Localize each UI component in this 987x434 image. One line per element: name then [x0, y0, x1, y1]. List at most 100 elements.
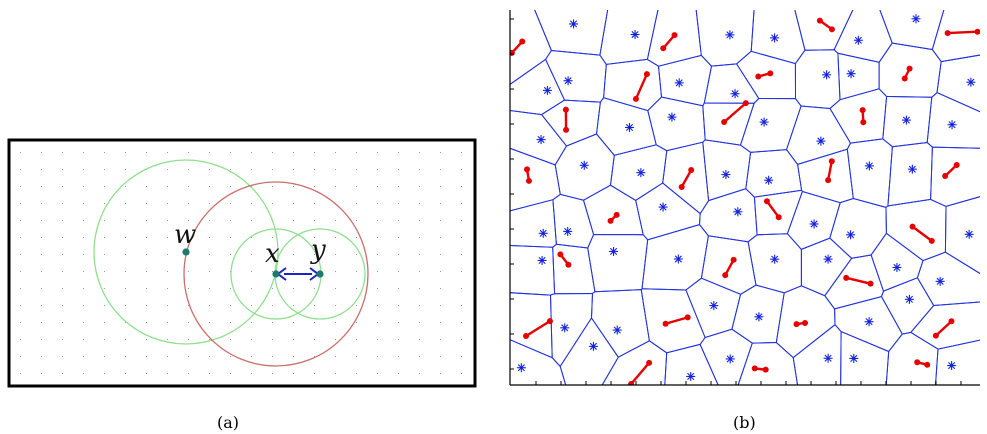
grid-dot [167, 288, 168, 289]
star-stroke [908, 165, 916, 173]
star-site [560, 323, 570, 333]
star-stroke [613, 326, 621, 334]
star-site [947, 361, 957, 371]
grid-dot [104, 152, 105, 153]
grid-dot [335, 220, 336, 221]
panel-a-diagram: w x y [7, 138, 477, 388]
grid-dot [293, 152, 294, 153]
voronoi-cell [700, 235, 757, 295]
star-stroke [865, 162, 873, 170]
grid-dot [419, 288, 420, 289]
grid-dot [461, 237, 462, 238]
segment-endpoint [828, 26, 835, 33]
segment-endpoint [860, 119, 867, 126]
segment-site [755, 70, 774, 80]
green-circle-w [93, 159, 279, 345]
grid-dot [230, 203, 231, 204]
grid-dot [314, 152, 315, 153]
grid-dot [335, 322, 336, 323]
segment-endpoint [953, 161, 960, 168]
grid-dot [62, 169, 63, 170]
grid-dot [251, 356, 252, 357]
star-site [816, 136, 826, 146]
grid-dot [293, 339, 294, 340]
grid-dot [62, 356, 63, 357]
grid-dot [251, 373, 252, 374]
grid-dot [356, 356, 357, 357]
panel-a-frame [7, 138, 477, 388]
voronoi-cell [664, 343, 719, 385]
grid-dot [125, 152, 126, 153]
segment-line [947, 30, 978, 35]
segment-endpoint [525, 177, 532, 184]
grid-dot [20, 220, 21, 221]
grid-dot [440, 288, 441, 289]
grid-dot [41, 220, 42, 221]
voronoi-cell [739, 97, 802, 153]
grid-dot [188, 169, 189, 170]
arrow-x-y [276, 267, 320, 281]
grid-dot [356, 220, 357, 221]
voronoi-cell [737, 341, 799, 385]
star-site [569, 19, 579, 29]
star-stroke [965, 230, 973, 238]
grid-dot [167, 254, 168, 255]
grid-dot [356, 271, 357, 272]
voronoi-cell [916, 251, 980, 307]
caption-a: (a) [217, 413, 239, 432]
star-site [721, 170, 731, 180]
grid-dot [461, 152, 462, 153]
voronoi-cell [510, 339, 567, 385]
grid-dot [83, 339, 84, 340]
grid-dot [314, 322, 315, 323]
voronoi-cell [800, 237, 853, 297]
grid-dot [230, 237, 231, 238]
grid-dot [377, 305, 378, 306]
grid-dot [335, 288, 336, 289]
star-stroke [564, 227, 572, 235]
voronoi-cell [549, 292, 594, 368]
grid-dot [230, 373, 231, 374]
segment-endpoint [802, 319, 809, 326]
segment-site [510, 38, 526, 56]
grid-dot [20, 237, 21, 238]
grid-dot [62, 288, 63, 289]
voronoi-cell [880, 277, 935, 335]
grid-dot [335, 339, 336, 340]
segment-site [944, 28, 980, 37]
grid-dot [314, 220, 315, 221]
grid-dot [377, 152, 378, 153]
star-stroke [865, 318, 873, 326]
star-site [901, 115, 911, 125]
grid-dot [440, 254, 441, 255]
grid-dot [314, 288, 315, 289]
grid-dot [272, 254, 273, 255]
grid-dot [398, 237, 399, 238]
grid-dot [398, 271, 399, 272]
grid-dot [251, 169, 252, 170]
grid-dot [41, 152, 42, 153]
segment-endpoint [662, 320, 669, 327]
star-stroke [539, 229, 547, 237]
voronoi-cell [797, 148, 854, 204]
grid-dot [167, 186, 168, 187]
grid-dots [20, 152, 462, 374]
grid-dot [272, 373, 273, 374]
grid-dot [440, 339, 441, 340]
star-stroke [564, 77, 572, 85]
star-stroke [847, 231, 855, 239]
grid-dot [146, 271, 147, 272]
voronoi-cell [552, 193, 595, 249]
voronoi-cell [944, 196, 980, 275]
grid-dot [377, 356, 378, 357]
grid-dot [398, 186, 399, 187]
voronoi-cell [545, 49, 607, 103]
star-stroke [609, 247, 618, 256]
star-stroke [948, 121, 956, 129]
star-stroke [824, 255, 832, 263]
grid-dot [419, 305, 420, 306]
voronoi-cell [794, 49, 841, 110]
grid-dot [461, 339, 462, 340]
caption-b: (b) [733, 413, 756, 432]
star-stroke [668, 113, 676, 121]
